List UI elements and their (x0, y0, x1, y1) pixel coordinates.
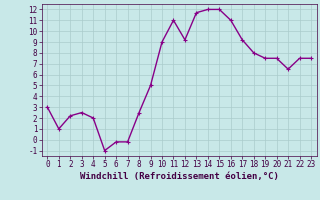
X-axis label: Windchill (Refroidissement éolien,°C): Windchill (Refroidissement éolien,°C) (80, 172, 279, 181)
